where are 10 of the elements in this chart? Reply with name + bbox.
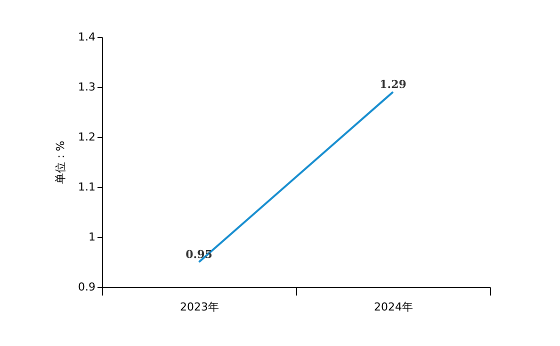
x-tick-label: 2023年 bbox=[180, 300, 219, 314]
y-tick-label: 1.4 bbox=[78, 30, 96, 44]
y-tick-label: 1 bbox=[88, 230, 96, 244]
y-tick-label: 0.9 bbox=[78, 280, 96, 294]
y-tick-label: 1.2 bbox=[78, 130, 96, 144]
y-tick-label: 1.3 bbox=[78, 80, 96, 94]
x-tick-label: 2024年 bbox=[374, 300, 413, 314]
y-tick-label: 1.1 bbox=[78, 180, 96, 194]
y-axis-title: 单位：% bbox=[54, 140, 68, 184]
data-label: 1.29 bbox=[380, 78, 406, 91]
